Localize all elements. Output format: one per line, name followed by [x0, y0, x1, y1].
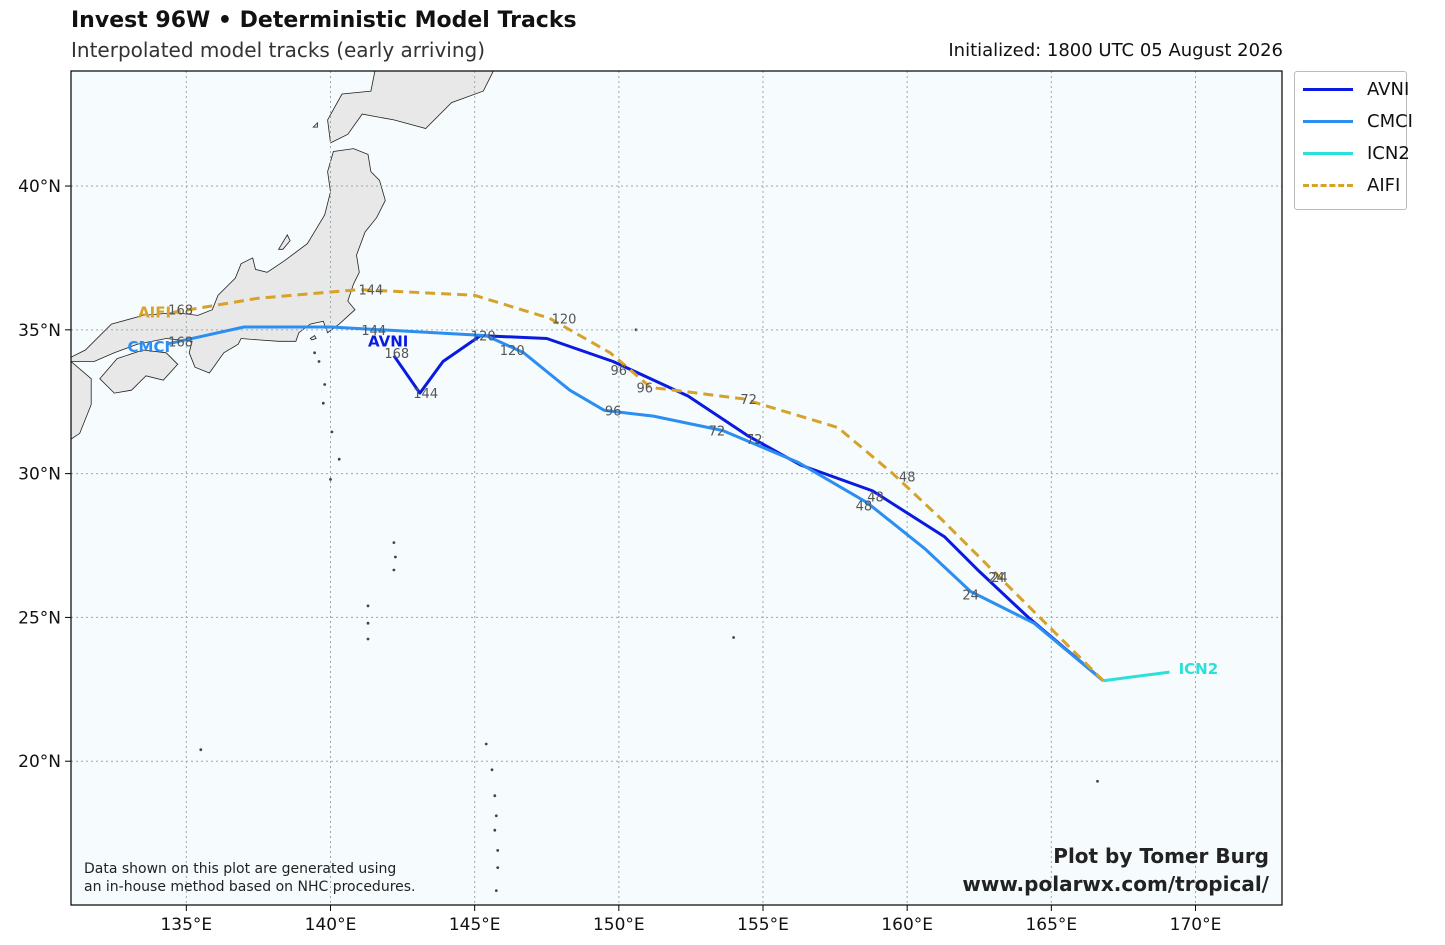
kyushu-landmass — [71, 361, 92, 440]
forecast-hour-label-aifi: 168 — [168, 304, 193, 319]
legend-swatch-icn2 — [1303, 152, 1353, 155]
forecast-hour-label-avni: 144 — [413, 387, 438, 402]
ocean-background — [71, 71, 1282, 905]
disclaimer-line-2: an in-house method based on NHC procedur… — [84, 879, 416, 895]
forecast-hour-label-avni: 120 — [471, 330, 496, 345]
track-name-label-icn2: ICN2 — [1179, 660, 1219, 678]
lon-tick-label: 160°E — [881, 915, 933, 935]
track-cmci — [165, 325, 1105, 682]
forecast-hour-label-aifi: 120 — [552, 312, 577, 327]
legend-label-aifi: AIFI — [1367, 175, 1401, 196]
forecast-hour-label-avni: 168 — [384, 347, 409, 362]
track-icn2 — [1103, 670, 1170, 683]
islet-marker — [493, 794, 497, 798]
islet-marker — [394, 555, 397, 559]
islet-marker — [337, 457, 341, 461]
forecast-hour-label-cmci: 144 — [361, 324, 386, 339]
legend-swatch-avni — [1303, 88, 1353, 91]
islet-marker — [494, 814, 498, 818]
legend: AVNI CMCI ICN2 AIFI — [1294, 71, 1413, 210]
credit-url: www.polarwx.com/tropical/ — [962, 872, 1269, 896]
islet-marker — [496, 866, 500, 869]
forecast-hour-label-cmci: 48 — [856, 499, 873, 514]
disclaimer: Data shown on this plot are generated us… — [84, 860, 504, 896]
forecast-hour-label-avni: 24 — [988, 571, 1005, 586]
islet-marker — [313, 351, 316, 355]
sado-island — [277, 234, 291, 250]
track-name-label-avni: AVNI — [368, 332, 408, 350]
chart-title: Invest 96W • Deterministic Model Tracks — [71, 8, 577, 33]
forecast-hour-label-cmci: 120 — [500, 344, 525, 359]
islet-marker — [392, 568, 396, 572]
okushiri-island — [312, 121, 318, 128]
shikoku-landmass — [99, 349, 179, 394]
lon-tick-label: 135°E — [160, 915, 212, 935]
izu-oshima-island — [309, 335, 317, 341]
forecast-hour-label-avni: 48 — [867, 491, 884, 506]
legend-swatch-aifi — [1303, 184, 1353, 187]
lat-tick-label: 30°N — [18, 465, 61, 485]
legend-item-cmci: CMCI — [1303, 111, 1413, 138]
islet-marker — [323, 383, 327, 386]
track-aifi — [171, 288, 1105, 682]
legend-label-icn2: ICN2 — [1367, 143, 1410, 164]
islet-marker — [496, 849, 500, 852]
initialization-time: Initialized: 1800 UTC 05 August 2026 — [948, 40, 1283, 61]
islet-marker — [493, 828, 497, 832]
islet-marker — [330, 430, 334, 434]
forecast-hour-label-aifi: 96 — [637, 381, 654, 396]
islet-marker — [199, 748, 203, 752]
islet-marker — [366, 604, 370, 608]
chart-subtitle: Interpolated model tracks (early arrivin… — [71, 38, 486, 62]
forecast-hour-label-aifi: 48 — [899, 471, 916, 486]
islet-marker — [392, 541, 396, 544]
forecast-hour-label-cmci: 72 — [709, 425, 726, 440]
lat-tick-label: 40°N — [18, 177, 61, 197]
hokkaido-landmass — [327, 71, 494, 144]
islet-marker — [494, 889, 498, 892]
islet-marker — [321, 401, 325, 405]
forecast-hour-label-cmci: 24 — [962, 588, 979, 603]
lon-tick-label: 145°E — [449, 915, 501, 935]
credit-author: Plot by Tomer Burg — [1053, 844, 1269, 868]
forecast-hour-label-aifi: 24 — [991, 571, 1008, 586]
forecast-hour-label-cmci: 168 — [168, 335, 193, 350]
track-avni — [392, 334, 1105, 682]
credit: Plot by Tomer Burg www.polarwx.com/tropi… — [962, 842, 1269, 898]
forecast-hour-label-avni: 72 — [746, 433, 763, 448]
islet-marker — [484, 742, 488, 746]
track-name-label-cmci: CMCI — [128, 338, 171, 356]
lat-tick-label: 20°N — [18, 752, 61, 772]
forecast-hour-label-aifi: 72 — [740, 393, 757, 408]
forecast-hour-label-cmci: 96 — [605, 404, 622, 419]
lon-tick-label: 165°E — [1025, 915, 1077, 935]
legend-swatch-cmci — [1303, 120, 1353, 123]
lon-tick-label: 140°E — [305, 915, 357, 935]
islet-marker — [732, 636, 735, 639]
islet-marker — [1096, 779, 1099, 783]
islet-marker — [329, 478, 332, 481]
honshu-landmass — [71, 148, 386, 374]
track-name-label-aifi: AIFI — [138, 304, 171, 322]
legend-label-cmci: CMCI — [1367, 111, 1413, 132]
lat-tick-label: 35°N — [18, 321, 61, 341]
legend-label-avni: AVNI — [1367, 79, 1410, 100]
forecast-hour-label-avni: 96 — [611, 364, 628, 379]
islet-marker — [317, 360, 321, 363]
legend-item-icn2: ICN2 — [1303, 143, 1410, 170]
lon-tick-label: 170°E — [1170, 915, 1222, 935]
legend-item-avni: AVNI — [1303, 79, 1409, 106]
lat-tick-label: 25°N — [18, 608, 61, 628]
islet-marker — [366, 621, 370, 625]
forecast-hour-label-aifi: 144 — [358, 284, 383, 299]
lon-tick-label: 150°E — [593, 915, 645, 935]
legend-item-aifi: AIFI — [1303, 175, 1403, 202]
islet-marker — [366, 637, 370, 641]
lon-tick-label: 155°E — [737, 915, 789, 935]
islet-marker — [490, 768, 494, 772]
plot-frame — [70, 70, 1283, 906]
disclaimer-line-1: Data shown on this plot are generated us… — [84, 861, 397, 877]
